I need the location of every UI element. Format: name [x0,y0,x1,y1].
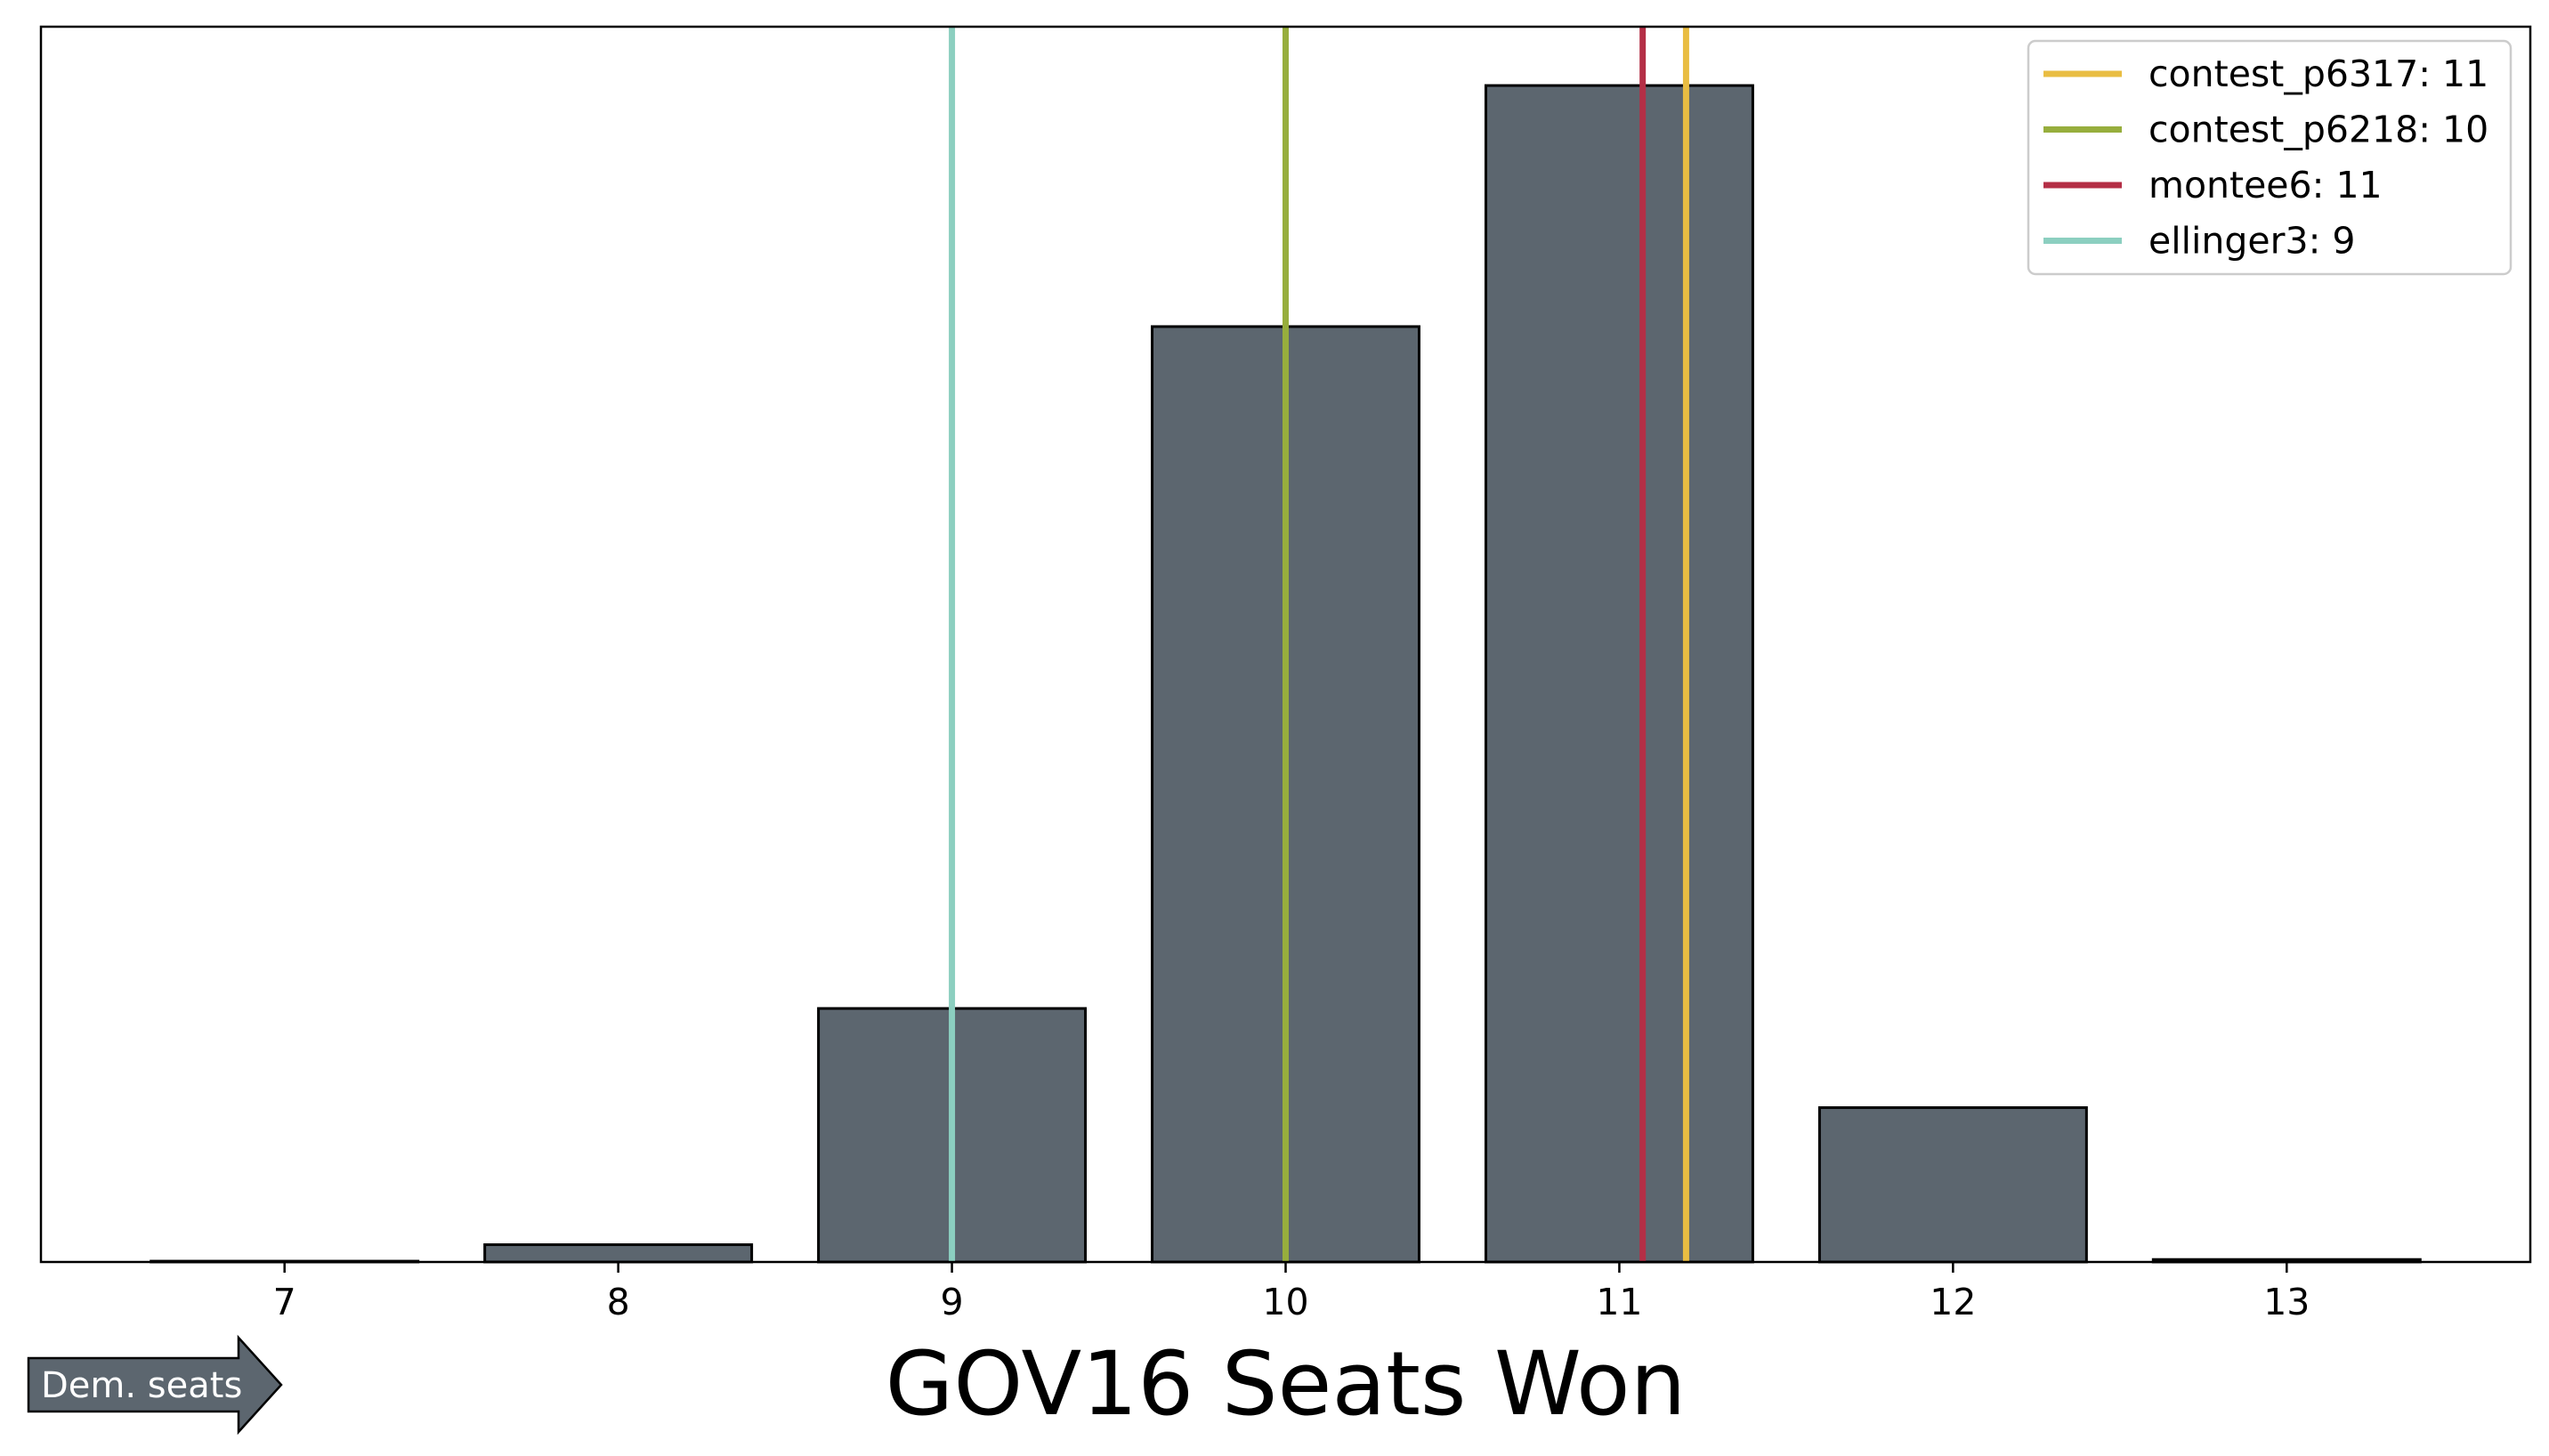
x-tick-label-11: 11 [1596,1281,1642,1323]
legend-label-3: montee6: 11 [2148,164,2383,206]
bar-8 [483,1243,754,1264]
legend-label-2: contest_p6218: 10 [2148,109,2488,151]
x-axis-ticks: 7 8 9 10 11 12 13 [273,1262,2310,1323]
legend-label-1: contest_p6317: 11 [2148,53,2488,95]
x-tick-label-12: 12 [1930,1281,1976,1323]
legend: contest_p6317: 11 contest_p6218: 10 montee… [2027,39,2513,276]
legend-box [2027,39,2513,276]
dem-seats-arrow: Dem. seats [27,1334,283,1436]
bar-12 [1817,1106,2088,1264]
legend-label-4: ellinger3: 9 [2148,220,2356,263]
arrow-label: Dem. seats [41,1365,242,1406]
x-tick-label-8: 8 [607,1281,630,1323]
x-axis-label: GOV16 Seats Won [886,1333,1687,1436]
arrow-right-icon [27,1334,283,1436]
x-tick-label-10: 10 [1262,1281,1308,1323]
x-tick-label-9: 9 [941,1281,964,1323]
x-tick-label-7: 7 [273,1281,296,1323]
bar-11 [1484,84,1754,1264]
reference-lines-group [949,27,1689,1262]
x-tick-label-13: 13 [2263,1281,2310,1323]
